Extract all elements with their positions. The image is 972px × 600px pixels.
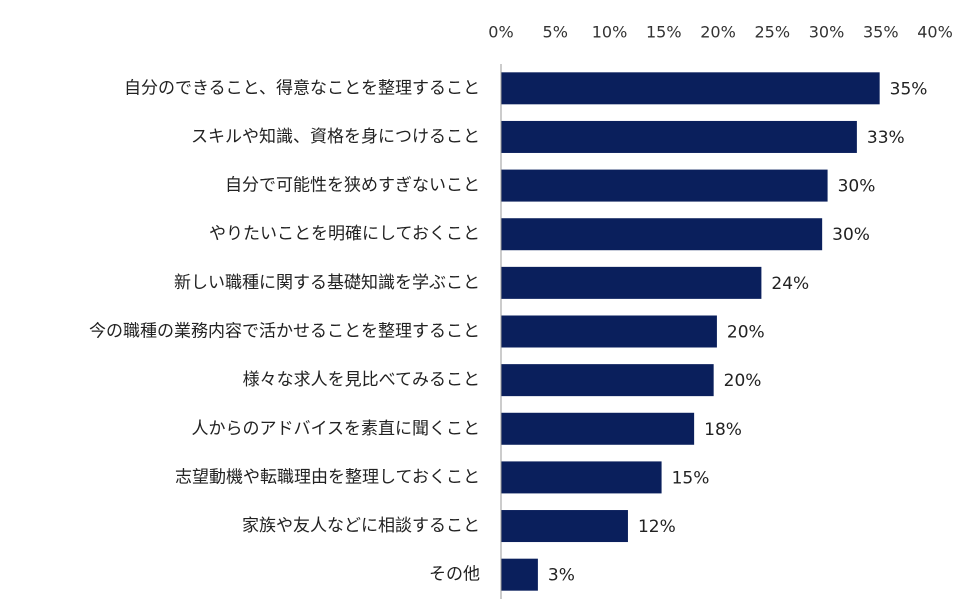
value-label: 15% xyxy=(672,468,710,488)
category-label: 新しい職種に関する基礎知識を学ぶこと xyxy=(174,273,480,293)
category-label: 自分のできること、得意なことを整理すること xyxy=(124,78,480,98)
x-tick-label: 5% xyxy=(543,23,568,42)
x-tick-label: 15% xyxy=(646,23,682,42)
value-label: 30% xyxy=(832,225,870,245)
value-label: 3% xyxy=(548,566,575,586)
bar xyxy=(501,218,823,251)
x-tick-label: 25% xyxy=(754,23,790,42)
value-label: 12% xyxy=(638,517,676,537)
category-label: 今の職種の業務内容で活かせることを整理すること xyxy=(89,322,480,342)
value-label: 20% xyxy=(727,323,765,343)
category-label: 人からのアドバイスを素直に聞くこと xyxy=(192,419,481,439)
category-label: 家族や友人などに相談すること xyxy=(242,516,480,536)
x-tick-label: 10% xyxy=(592,23,628,42)
value-label: 33% xyxy=(867,128,905,148)
bar xyxy=(501,72,880,105)
bar xyxy=(501,266,762,299)
category-label: その他 xyxy=(429,565,480,585)
value-label: 30% xyxy=(838,177,876,197)
bar xyxy=(501,461,662,494)
bar xyxy=(501,558,538,591)
x-tick-label: 30% xyxy=(809,23,845,42)
x-tick-label: 40% xyxy=(917,23,953,42)
bar xyxy=(501,364,714,397)
category-label: やりたいことを明確にしておくこと xyxy=(209,224,480,244)
category-label: 様々な求人を見比べてみること xyxy=(243,370,480,390)
category-label: スキルや知識、資格を身につけること xyxy=(191,127,480,147)
value-label: 35% xyxy=(890,79,928,99)
x-tick-label: 20% xyxy=(700,23,736,42)
bar xyxy=(501,315,717,348)
value-label: 24% xyxy=(771,274,809,294)
bar xyxy=(501,120,857,153)
value-label: 18% xyxy=(704,420,742,440)
category-label: 自分で可能性を狭めすぎないこと xyxy=(225,176,480,196)
x-tick-label: 35% xyxy=(863,23,899,42)
category-label: 志望動機や転職理由を整理しておくこと xyxy=(175,467,480,487)
x-tick-label: 0% xyxy=(488,23,513,42)
value-label: 20% xyxy=(724,371,762,391)
bar xyxy=(501,412,695,445)
bar xyxy=(501,169,828,202)
bar xyxy=(501,510,628,543)
